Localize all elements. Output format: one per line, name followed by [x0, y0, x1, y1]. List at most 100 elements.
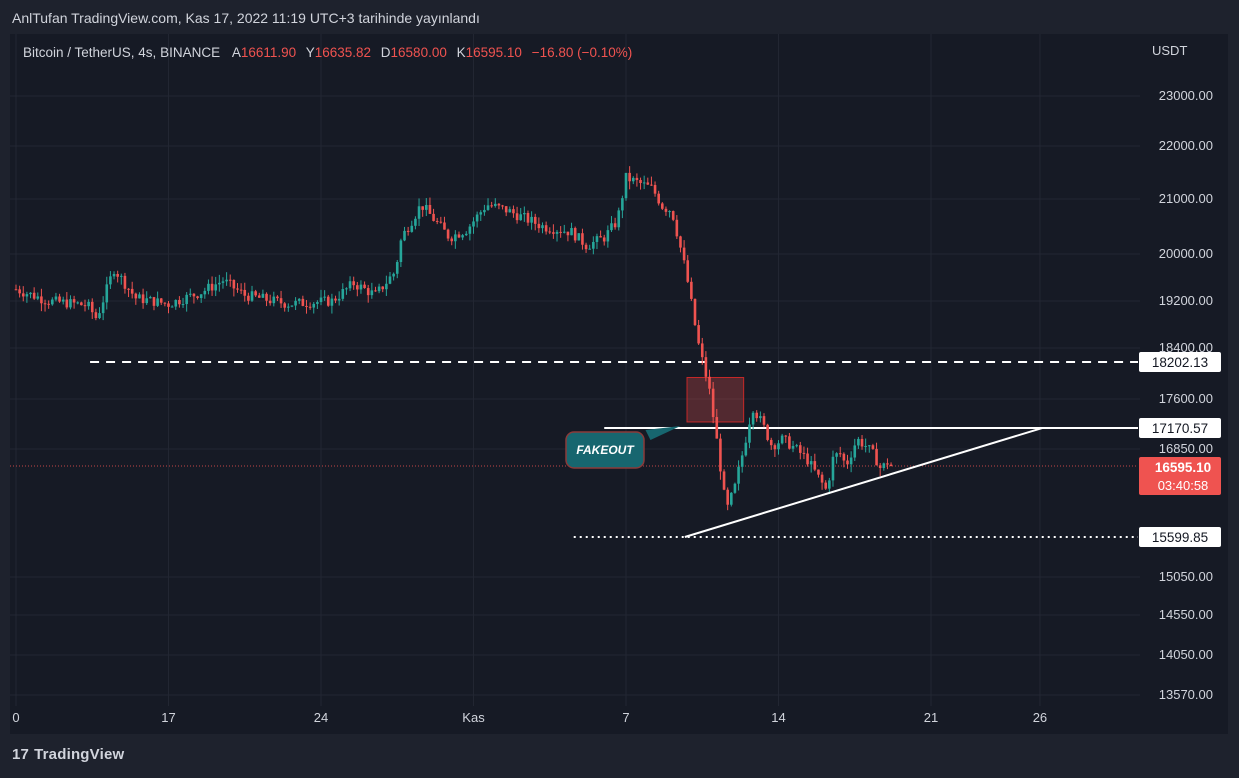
candle-body — [32, 292, 36, 299]
candle-body — [130, 288, 134, 294]
candle-body — [508, 209, 512, 213]
candle-body — [798, 445, 802, 453]
x-tick-label: 21 — [924, 710, 938, 725]
candle-body — [221, 281, 225, 283]
candle-body — [156, 298, 159, 306]
candle-body — [708, 376, 711, 389]
candle-body — [846, 460, 849, 465]
candle-body — [693, 298, 697, 326]
candle-body — [388, 276, 392, 284]
candle-body — [501, 205, 504, 207]
zone-box — [686, 376, 745, 423]
x-tick-label: 24 — [314, 710, 328, 725]
fakeout-label: FAKEOUT — [576, 443, 635, 457]
candle-body — [254, 291, 257, 296]
candle-body — [54, 296, 58, 300]
candle-body — [748, 424, 751, 443]
candle-body — [94, 312, 98, 319]
candle-body — [90, 301, 94, 313]
candle-body — [366, 288, 370, 296]
candle-body — [337, 298, 341, 301]
candle-body — [410, 225, 414, 232]
candle-body — [642, 182, 646, 184]
candle-body — [326, 296, 330, 306]
y-tick-label: 16850.00 — [1159, 441, 1213, 456]
level-price-label: 15599.85 — [1152, 530, 1208, 545]
y-tick-label: 15050.00 — [1159, 569, 1213, 584]
candle-body — [18, 289, 21, 294]
candle-body — [468, 226, 472, 234]
candle-body — [475, 214, 479, 222]
candle-body — [305, 305, 308, 307]
candle-body — [483, 209, 486, 213]
candle-body — [439, 221, 443, 223]
y-tick-label: 14050.00 — [1159, 647, 1213, 662]
candle-body — [392, 273, 395, 277]
x-tick-label: 0 — [12, 710, 19, 725]
candle-body — [617, 210, 621, 228]
chart-area[interactable] — [10, 34, 1228, 734]
symbol-legend: Bitcoin / TetherUS, 4s, BINANCE A16611.9… — [23, 45, 638, 60]
candle-body — [138, 294, 141, 299]
candle-body — [867, 445, 871, 447]
tradingview-logo[interactable]: 17 TradingView — [12, 746, 124, 763]
candle-body — [432, 213, 435, 221]
candle-body — [374, 290, 377, 292]
candle-body — [835, 453, 838, 457]
candle-body — [795, 445, 798, 447]
candle-body — [446, 229, 450, 239]
candle-body — [261, 293, 265, 298]
currency-label: USDT — [1152, 43, 1187, 58]
candle-body — [755, 412, 759, 419]
candle-body — [722, 471, 726, 490]
candle-body — [109, 276, 112, 285]
candles — [14, 166, 893, 511]
y-tick-label: 14550.00 — [1159, 607, 1213, 622]
candle-body — [671, 211, 675, 220]
candle-body — [682, 247, 686, 261]
candle-body — [541, 225, 544, 229]
candle-body — [127, 288, 130, 290]
candle-body — [824, 482, 828, 489]
candle-body — [203, 290, 207, 295]
candle-body — [188, 293, 192, 295]
candle-body — [577, 233, 581, 241]
candle-body — [178, 299, 181, 305]
price-axis: USDT 23000.00 22000.00 21000.00 20000.00 1920… — [1152, 43, 1213, 702]
grid — [10, 34, 1140, 706]
candle-body — [573, 228, 577, 241]
symbol-name[interactable]: Bitcoin / TetherUS, 4s, BINANCE — [23, 45, 221, 60]
candle-body — [726, 489, 729, 505]
candle-body — [780, 435, 784, 444]
candle-body — [639, 180, 642, 184]
candle-body — [290, 305, 294, 307]
candle-body — [773, 445, 777, 450]
candle-body — [828, 480, 831, 489]
candle-body — [199, 294, 203, 299]
candle-body — [76, 302, 80, 304]
candle-body — [613, 223, 617, 228]
high-value: 16635.82 — [314, 45, 372, 60]
candle-body — [239, 289, 243, 291]
candle-body — [686, 260, 690, 282]
candle-body — [523, 213, 526, 215]
y-tick-label: 20000.00 — [1159, 246, 1213, 261]
candle-body — [621, 198, 624, 211]
candle-body — [381, 286, 385, 290]
candle-body — [428, 204, 432, 214]
candle-body — [635, 177, 639, 181]
candle-body — [98, 313, 101, 319]
candle-body — [715, 417, 719, 439]
candle-body — [61, 299, 65, 302]
candle-body — [268, 300, 272, 304]
candle-body — [628, 172, 631, 182]
candle-body — [87, 301, 90, 307]
candle-body — [457, 234, 461, 238]
candle-body — [766, 424, 769, 440]
candle-body — [875, 448, 878, 466]
candle-body — [610, 223, 613, 231]
candle-body — [192, 293, 196, 297]
candle-body — [602, 237, 606, 242]
candle-body — [119, 275, 123, 277]
